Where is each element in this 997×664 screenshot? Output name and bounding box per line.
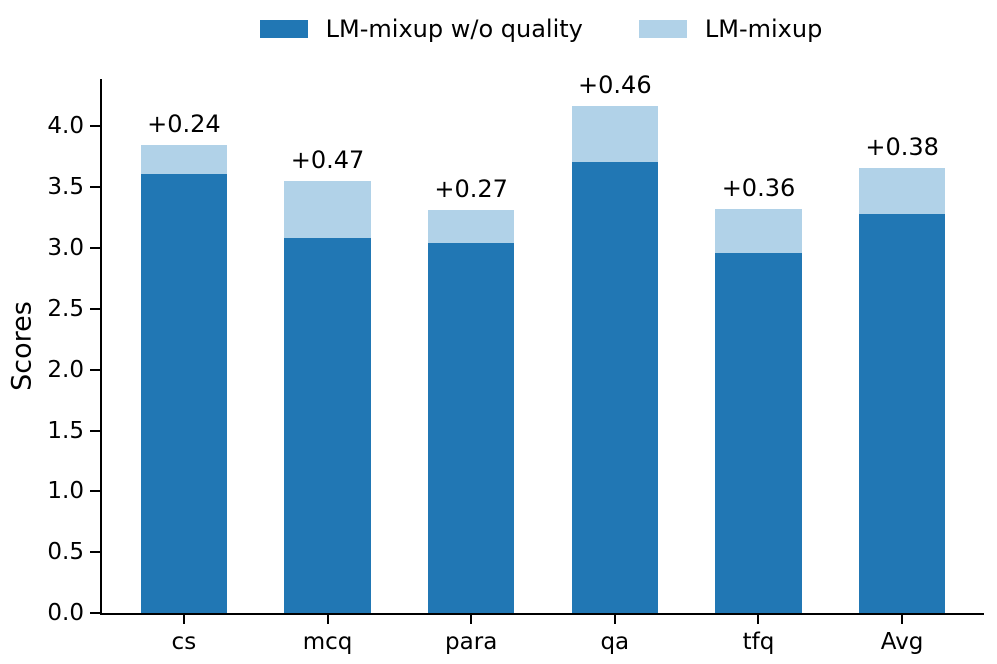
x-tick-mark	[470, 615, 473, 624]
y-tick-label: 1.5	[47, 417, 84, 444]
x-tick-mark	[326, 615, 329, 624]
bar-cs-increment	[140, 144, 227, 174]
bar-tfq-base	[715, 252, 802, 613]
legend-item-lm-mixup-wo-quality: LM-mixup w/o quality	[259, 15, 583, 43]
y-tick-mark	[90, 307, 100, 310]
legend-label-lm-mixup-wo-quality: LM-mixup w/o quality	[325, 15, 583, 43]
y-tick-label: 2.0	[47, 356, 84, 383]
bar-mcq-base	[284, 238, 371, 613]
legend: LM-mixup w/o quality LM-mixup	[100, 16, 982, 42]
y-tick-label: 4.0	[47, 113, 84, 140]
bar-Avg-increment	[859, 167, 946, 215]
y-axis-title: Scores	[6, 301, 38, 391]
bar-qa-increment	[571, 105, 658, 162]
bar-para-base	[428, 243, 515, 613]
bar-mcq-increment	[284, 181, 371, 239]
bar-tfq-annotation: +0.36	[721, 174, 796, 203]
x-tick-label-tfq: tfq	[742, 629, 775, 655]
bar-para-increment	[428, 210, 515, 244]
legend-swatch-dark-icon	[259, 20, 308, 39]
x-tick-label-cs: cs	[171, 629, 197, 655]
legend-item-lm-mixup: LM-mixup	[638, 15, 823, 43]
y-tick-mark	[90, 247, 100, 250]
y-tick-mark	[90, 551, 100, 554]
bar-Avg-base	[859, 214, 946, 613]
x-tick-label-mcq: mcq	[302, 629, 353, 655]
y-tick-mark	[90, 612, 100, 614]
x-tick-mark	[901, 615, 904, 624]
y-tick-mark	[90, 368, 100, 371]
y-tick-label: 0.0	[47, 600, 84, 626]
bar-qa-annotation: +0.46	[578, 70, 652, 99]
bar-cs-annotation: +0.24	[147, 109, 221, 138]
bar-mcq-annotation: +0.47	[290, 146, 365, 175]
x-tick-mark	[757, 615, 760, 624]
bar-cs-base	[140, 173, 227, 613]
x-tick-label-Avg: Avg	[880, 629, 924, 655]
y-tick-label: 3.5	[47, 174, 84, 201]
y-tick-mark	[90, 186, 100, 189]
y-tick-mark	[90, 429, 100, 432]
y-tick-label: 3.0	[47, 235, 84, 262]
y-tick-mark	[90, 490, 100, 493]
plot-area: 0.0 0.5 1.0 1.5 2.0 2.5 3.0 3.5 4.0 +0.24 cs +0.47 m…	[47, 71, 984, 655]
bar-qa-base	[571, 161, 658, 613]
bar-tfq-increment	[715, 209, 802, 253]
bar-Avg-annotation: +0.38	[865, 132, 939, 161]
y-tick-mark	[90, 125, 100, 128]
bar-para-annotation: +0.27	[434, 175, 508, 204]
x-tick-mark	[613, 615, 616, 624]
x-tick-label-para: para	[445, 629, 498, 655]
y-tick-label: 2.5	[47, 295, 84, 322]
x-tick-mark	[182, 615, 185, 624]
legend-label-lm-mixup: LM-mixup	[704, 15, 823, 43]
legend-swatch-light-icon	[638, 20, 687, 39]
x-tick-label-qa: qa	[600, 629, 630, 655]
y-tick-label: 1.0	[47, 478, 84, 505]
y-tick-label: 0.5	[47, 539, 84, 566]
